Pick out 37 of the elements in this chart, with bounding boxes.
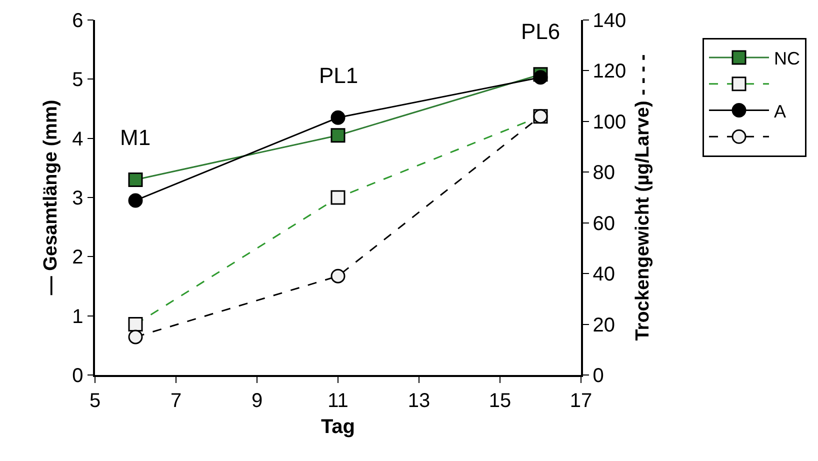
x-tick-label: 7 bbox=[170, 390, 182, 412]
point bbox=[128, 172, 143, 187]
y-tick-label: 6 bbox=[72, 10, 84, 32]
y-tick-label: 4 bbox=[72, 128, 84, 150]
y2-tick-label: 100 bbox=[592, 111, 626, 134]
annotation: M1 bbox=[120, 125, 151, 150]
point bbox=[533, 70, 548, 85]
y2-tick-label: 60 bbox=[592, 212, 615, 235]
y-tick-label: 3 bbox=[72, 188, 84, 210]
y2-tick-label: 40 bbox=[592, 264, 615, 286]
annotation: PL6 bbox=[521, 19, 560, 44]
y-tick-label: 1 bbox=[72, 306, 84, 328]
y2-tick-label: 20 bbox=[592, 314, 615, 336]
x-tick-label: 15 bbox=[488, 390, 512, 412]
point bbox=[330, 128, 346, 143]
x-tick-label: 5 bbox=[89, 390, 101, 412]
x-tick-label: 13 bbox=[408, 390, 430, 412]
y2-tick-label: 140 bbox=[592, 10, 626, 32]
y-tick-label: 2 bbox=[72, 246, 84, 269]
annotation: PL1 bbox=[319, 63, 358, 88]
y2-axis-title: Trockengewicht (µg/Larve) - - - - bbox=[632, 54, 654, 341]
y-tick-label: 0 bbox=[72, 365, 84, 387]
point bbox=[128, 330, 143, 344]
y2-tick-label: 80 bbox=[592, 162, 615, 184]
x-tick-label: 11 bbox=[328, 390, 348, 412]
y2-tick-label: 120 bbox=[592, 60, 626, 83]
x-axis-title: Tag bbox=[320, 416, 356, 438]
point bbox=[128, 193, 143, 208]
y-axis-title: — Gesamtlänge (mm) bbox=[40, 100, 62, 296]
y2-tick-label: 0 bbox=[592, 365, 604, 387]
x-tick-label: 17 bbox=[570, 390, 592, 412]
point bbox=[330, 268, 346, 284]
legend-label: A bbox=[774, 101, 786, 122]
point bbox=[330, 110, 346, 125]
legend-label: NC bbox=[774, 48, 800, 68]
x-tick-label: 9 bbox=[251, 390, 263, 412]
y-tick-label: 5 bbox=[72, 69, 84, 92]
